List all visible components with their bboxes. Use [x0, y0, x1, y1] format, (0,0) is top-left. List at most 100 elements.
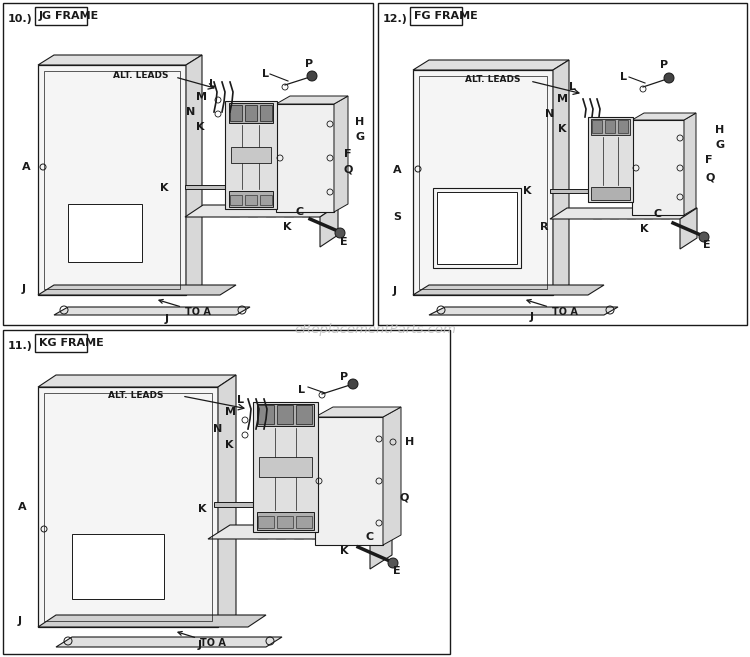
Bar: [68, 204, 142, 262]
Text: JG FRAME: JG FRAME: [39, 11, 99, 21]
Text: eReplacementParts.com: eReplacementParts.com: [294, 323, 456, 336]
Circle shape: [699, 232, 709, 242]
Text: TO A: TO A: [527, 300, 578, 317]
Text: M: M: [225, 407, 236, 417]
Polygon shape: [591, 119, 630, 135]
Text: 10.): 10.): [8, 14, 33, 24]
Bar: [378, 3, 747, 325]
Text: P: P: [305, 59, 314, 69]
Polygon shape: [383, 407, 401, 545]
Text: Q: Q: [344, 165, 353, 175]
Text: K: K: [225, 440, 233, 450]
Polygon shape: [56, 637, 282, 647]
Text: L: L: [262, 69, 269, 79]
Polygon shape: [413, 70, 553, 295]
Bar: [605, 120, 615, 133]
Text: H: H: [355, 117, 364, 127]
Text: C: C: [365, 532, 374, 542]
Bar: [230, 195, 242, 205]
Text: J: J: [22, 284, 26, 294]
Text: P: P: [340, 372, 348, 382]
Polygon shape: [632, 113, 696, 120]
Polygon shape: [320, 205, 338, 247]
Text: M: M: [196, 92, 207, 102]
Polygon shape: [229, 191, 273, 207]
Text: K: K: [160, 183, 169, 193]
Polygon shape: [315, 417, 383, 545]
Polygon shape: [231, 147, 271, 163]
Text: ALT. LEADS: ALT. LEADS: [113, 72, 169, 81]
Bar: [260, 105, 272, 121]
Polygon shape: [38, 285, 236, 295]
Text: P: P: [660, 60, 668, 70]
Polygon shape: [591, 187, 630, 200]
Bar: [277, 405, 293, 424]
Bar: [258, 516, 274, 528]
Text: E: E: [703, 240, 711, 250]
Circle shape: [348, 379, 358, 389]
Text: F: F: [705, 155, 712, 165]
Text: G: G: [715, 140, 724, 150]
Text: N: N: [186, 107, 195, 117]
Circle shape: [388, 558, 398, 568]
Polygon shape: [680, 208, 697, 249]
Polygon shape: [257, 512, 314, 530]
Text: N: N: [545, 109, 554, 119]
Text: L: L: [620, 72, 627, 82]
Text: TO A: TO A: [178, 631, 226, 648]
Text: 11.): 11.): [8, 341, 33, 351]
Bar: [35, 334, 87, 352]
Polygon shape: [253, 402, 318, 532]
Text: R: R: [540, 222, 548, 232]
Text: 12.): 12.): [383, 14, 408, 24]
Text: M: M: [557, 94, 568, 104]
Polygon shape: [370, 525, 392, 569]
Polygon shape: [334, 96, 348, 212]
Polygon shape: [257, 404, 314, 426]
Bar: [618, 120, 628, 133]
Polygon shape: [413, 285, 604, 295]
Text: J: J: [165, 314, 169, 324]
Text: C: C: [295, 207, 303, 217]
Bar: [3, 3, 373, 325]
Polygon shape: [38, 65, 186, 295]
Bar: [410, 7, 462, 25]
Text: F: F: [344, 149, 352, 159]
Text: H: H: [715, 125, 724, 135]
Text: J: J: [198, 640, 202, 650]
Polygon shape: [38, 387, 218, 627]
Text: K: K: [196, 122, 205, 132]
Text: K: K: [340, 546, 349, 556]
Polygon shape: [186, 55, 202, 295]
Polygon shape: [208, 525, 392, 539]
Text: N: N: [213, 424, 222, 434]
Polygon shape: [225, 101, 277, 209]
Bar: [72, 534, 164, 599]
Bar: [258, 405, 274, 424]
Polygon shape: [38, 375, 236, 387]
Text: L: L: [209, 79, 216, 89]
Polygon shape: [588, 117, 633, 202]
Text: J: J: [18, 616, 22, 626]
Text: C: C: [653, 209, 662, 219]
Polygon shape: [38, 55, 202, 65]
Polygon shape: [632, 120, 684, 215]
Bar: [592, 120, 602, 133]
Bar: [277, 516, 293, 528]
Circle shape: [335, 228, 345, 238]
Text: H: H: [405, 437, 414, 447]
Text: L: L: [237, 395, 244, 405]
Polygon shape: [553, 60, 569, 295]
Text: A: A: [18, 502, 27, 512]
Circle shape: [307, 71, 317, 81]
Circle shape: [664, 73, 674, 83]
Text: K: K: [523, 186, 532, 196]
Text: E: E: [393, 566, 400, 576]
Polygon shape: [550, 208, 697, 219]
Polygon shape: [229, 103, 273, 123]
Text: K: K: [558, 124, 566, 134]
Text: ALT. LEADS: ALT. LEADS: [108, 390, 164, 399]
Bar: [35, 7, 87, 25]
Polygon shape: [214, 502, 270, 507]
Bar: [437, 192, 517, 264]
